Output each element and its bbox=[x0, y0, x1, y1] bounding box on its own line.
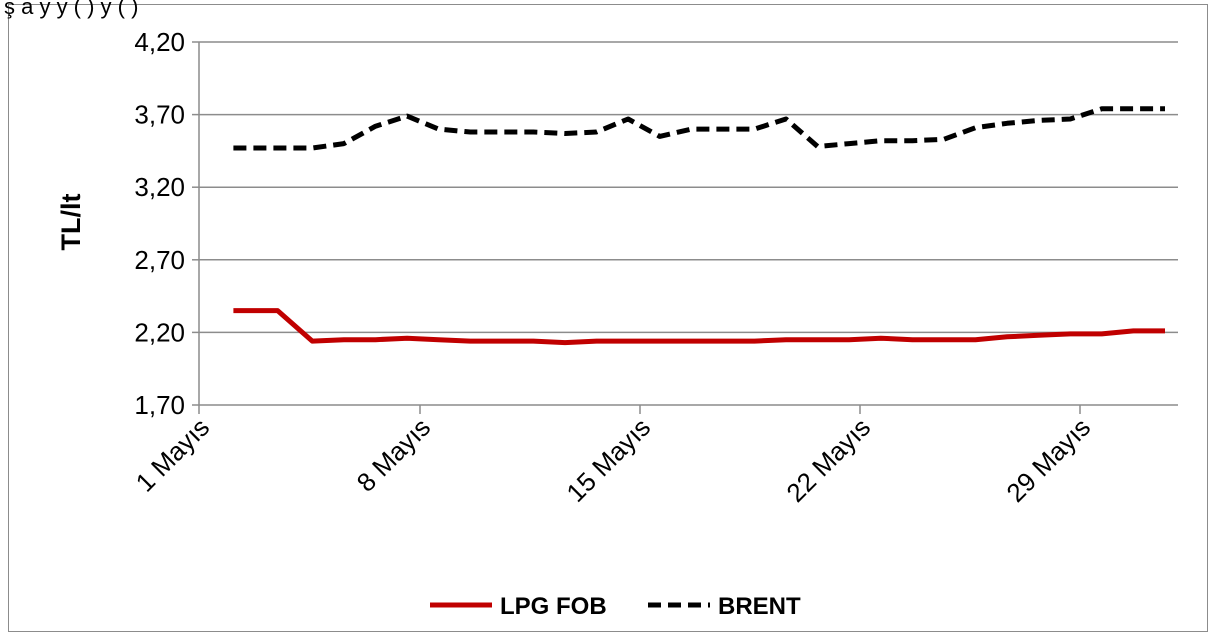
series-lines bbox=[233, 106, 1165, 346]
x-tick-label: 1 Mayıs bbox=[130, 412, 216, 498]
x-tick-label: 29 Mayıs bbox=[1000, 412, 1096, 508]
y-tick-label: 2,70 bbox=[134, 245, 185, 275]
series-line-brent bbox=[233, 106, 1165, 151]
y-tick-label: 2,20 bbox=[134, 317, 185, 347]
y-tick-label: 3,70 bbox=[134, 100, 185, 130]
legend: LPG FOB BRENT bbox=[430, 593, 801, 620]
y-tick-label: 3,20 bbox=[134, 172, 185, 202]
y-tick-label: 4,20 bbox=[134, 27, 185, 57]
y-tick-label: 1,70 bbox=[134, 390, 185, 420]
x-tick-label: 22 Mayıs bbox=[780, 412, 876, 508]
y-axis-label: TL/lt bbox=[56, 194, 86, 251]
series-line-lpg-fob bbox=[233, 308, 1165, 346]
x-tick-label: 15 Mayıs bbox=[560, 412, 656, 508]
axes bbox=[192, 41, 1178, 414]
x-tick-label: 8 Mayıs bbox=[351, 412, 437, 498]
y-tick-labels: 4,20 3,70 3,20 2,70 2,20 1,70 bbox=[134, 27, 185, 420]
chart-frame bbox=[8, 4, 1208, 632]
legend-label-brent: BRENT bbox=[718, 593, 801, 620]
grid-lines bbox=[199, 41, 1178, 334]
x-tick-labels: 1 Mayıs 8 Mayıs 15 Mayıs 22 Mayıs 29 Mayıs bbox=[130, 412, 1097, 508]
legend-label-lpg-fob: LPG FOB bbox=[500, 593, 607, 620]
partial-caption: ş a y y ( ) y ( ) bbox=[4, 0, 138, 19]
